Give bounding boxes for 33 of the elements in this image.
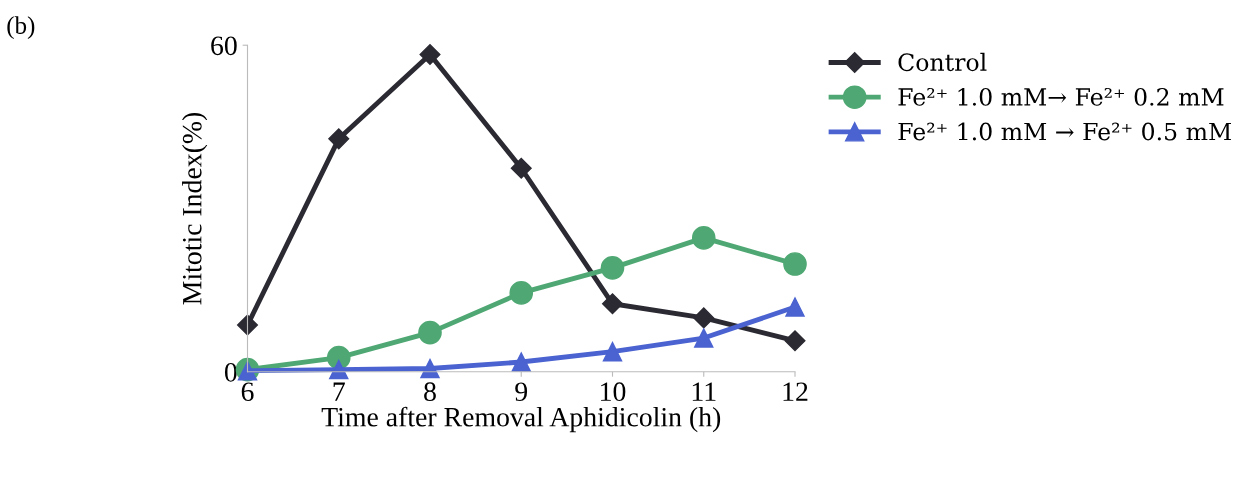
point xyxy=(601,293,624,315)
x-tick-label: 12 xyxy=(783,382,808,401)
legend-label: Control xyxy=(898,52,987,72)
x-tick-label: 8 xyxy=(424,382,436,402)
point xyxy=(785,297,805,317)
point xyxy=(600,256,625,280)
point xyxy=(784,330,806,352)
y-axis-title: Mitotic Index(%) xyxy=(182,112,208,305)
point xyxy=(328,128,350,150)
point xyxy=(783,252,807,276)
point xyxy=(419,43,441,65)
point xyxy=(694,328,714,348)
point xyxy=(509,281,534,305)
point xyxy=(602,341,623,362)
point xyxy=(510,157,532,179)
text: (b) xyxy=(7,16,35,39)
point xyxy=(236,314,259,336)
x-tick-label: 9 xyxy=(515,382,528,402)
y-tick-label: 60 xyxy=(211,36,237,56)
point xyxy=(693,307,715,329)
point xyxy=(420,358,440,379)
x-tick-label: 10 xyxy=(601,382,626,402)
point xyxy=(329,359,349,380)
point xyxy=(418,320,442,345)
point xyxy=(511,352,531,372)
x-tick-label: 7 xyxy=(333,382,345,401)
x-axis-title: Time after Removal Aphidicolin (h) xyxy=(321,406,721,433)
legend-label: Fe²⁺ 1.0 mM → Fe²⁺ 0.5 mM xyxy=(898,122,1231,141)
point xyxy=(691,226,716,250)
x-tick-label: 11 xyxy=(692,382,716,401)
y-tick-label: 0 xyxy=(224,362,237,382)
legend-label: Fe²⁺ 1.0 mM→ Fe²⁺ 0.2 mM xyxy=(898,87,1224,106)
x-tick-label: 6 xyxy=(241,382,254,402)
